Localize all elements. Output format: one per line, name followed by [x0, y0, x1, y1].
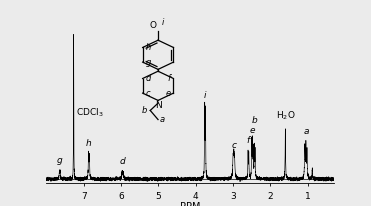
Text: a: a — [160, 115, 165, 124]
Text: i: i — [204, 91, 206, 101]
Text: b: b — [142, 106, 148, 115]
Text: d: d — [120, 157, 125, 166]
Text: c: c — [145, 89, 150, 98]
Text: N: N — [155, 101, 161, 110]
X-axis label: PPM: PPM — [180, 202, 200, 206]
Text: c: c — [232, 142, 236, 150]
Text: e: e — [165, 89, 171, 98]
Text: h: h — [145, 43, 151, 52]
Text: H$_2$O: H$_2$O — [276, 109, 295, 122]
Text: h: h — [86, 139, 91, 148]
Text: b: b — [252, 116, 257, 125]
Text: f: f — [168, 74, 171, 83]
Text: g: g — [145, 58, 151, 67]
Text: g: g — [56, 156, 62, 165]
Text: d: d — [145, 74, 151, 83]
Text: O: O — [150, 21, 157, 30]
Text: f: f — [247, 136, 250, 145]
Text: a: a — [303, 127, 309, 136]
Text: e: e — [250, 126, 255, 135]
Text: CDCl$_3$: CDCl$_3$ — [76, 107, 103, 119]
Text: i: i — [161, 18, 164, 27]
